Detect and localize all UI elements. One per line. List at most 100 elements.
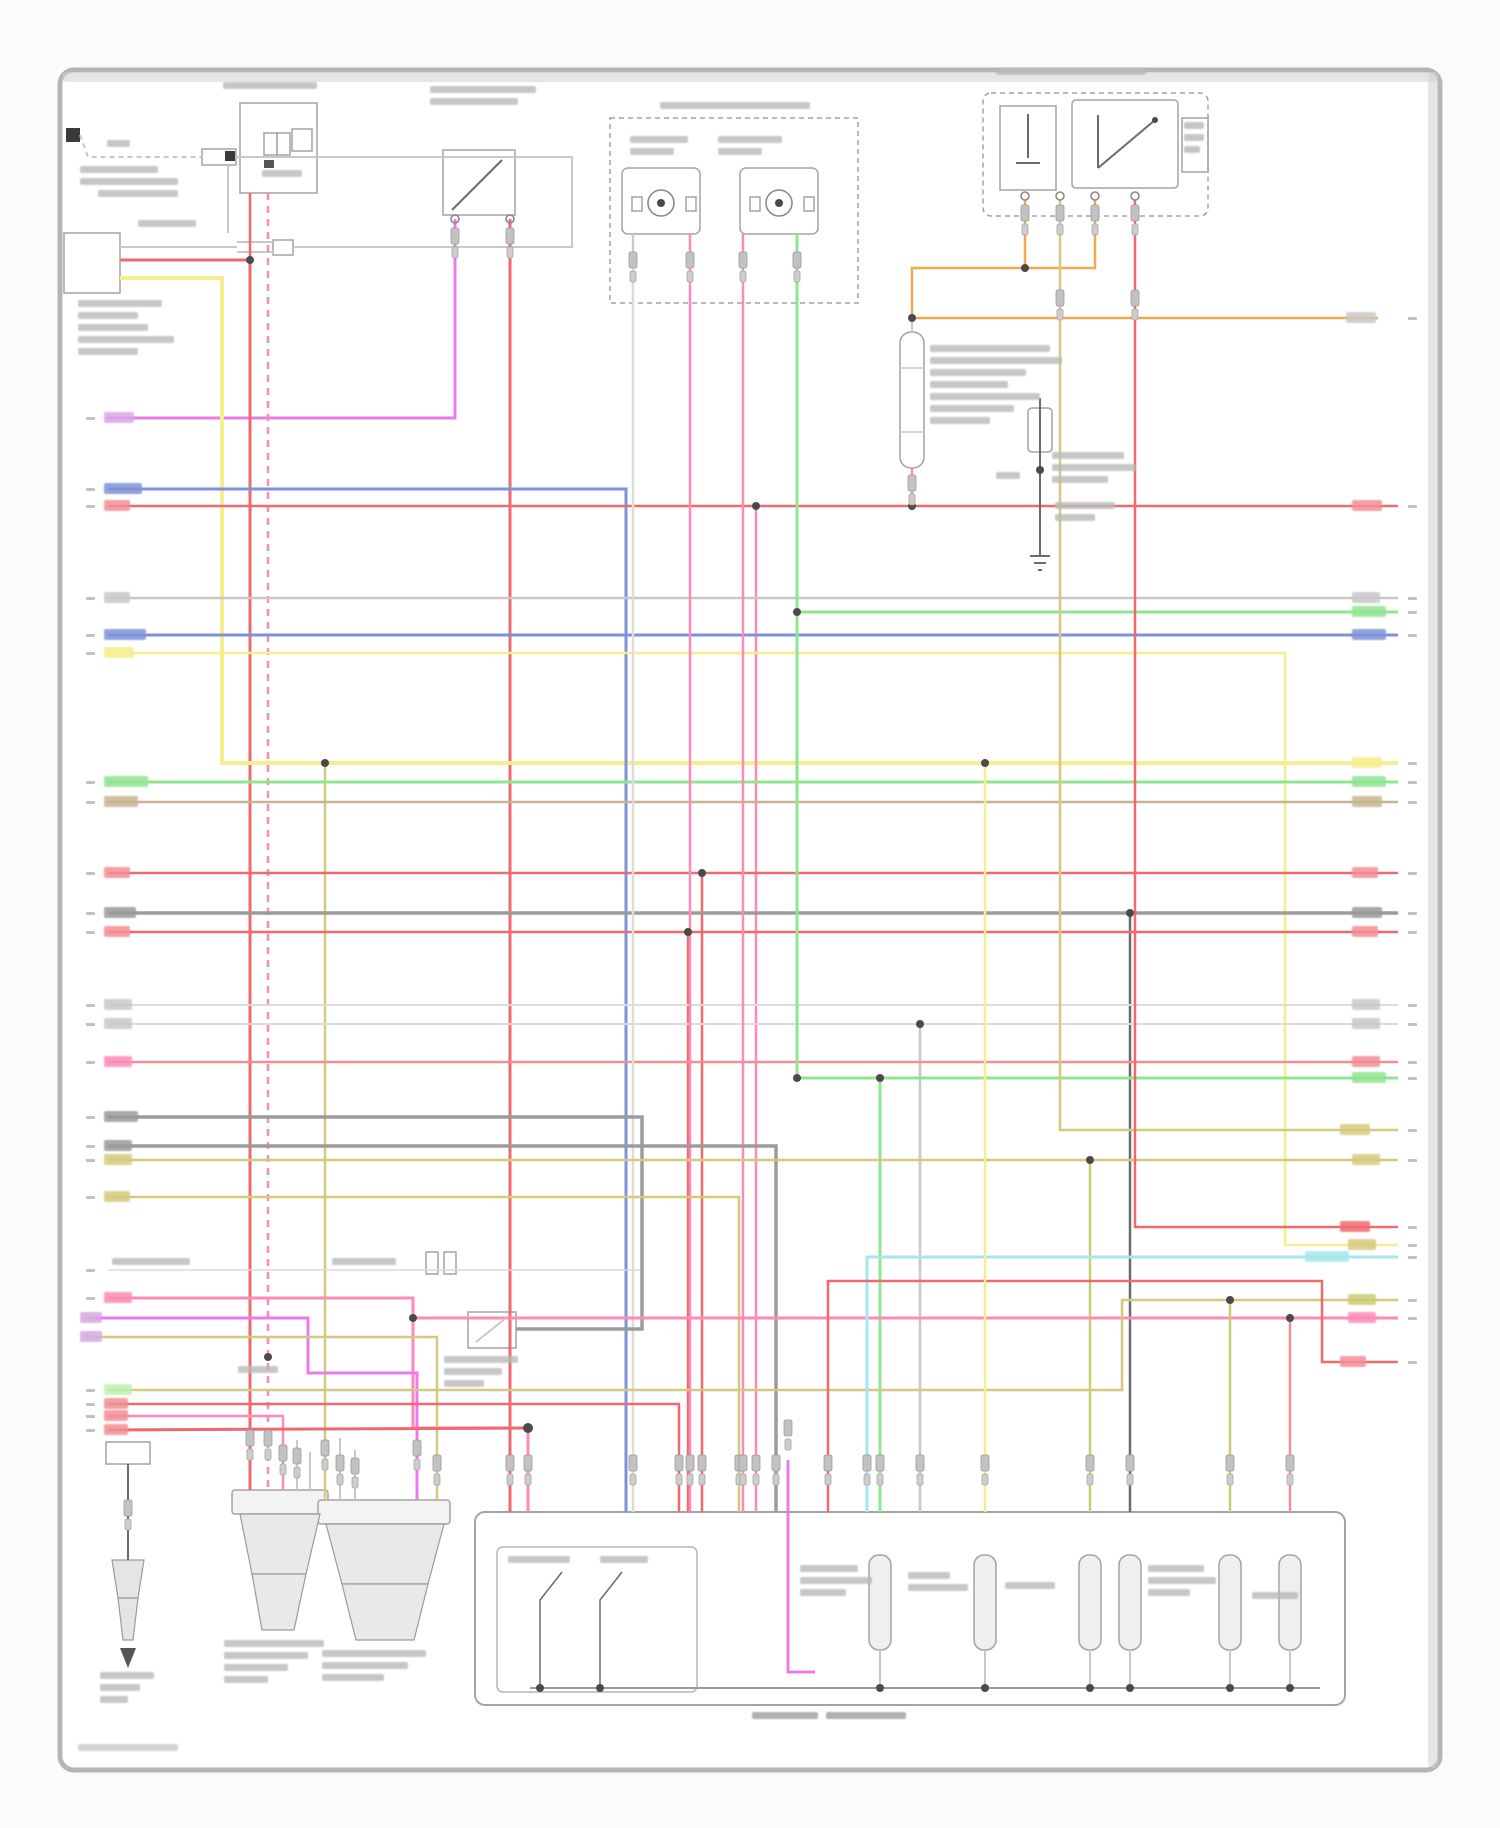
label-smudge — [100, 1672, 154, 1679]
left-edge-tick — [86, 1389, 95, 1392]
right-edge-tick — [1408, 505, 1417, 508]
component-box — [231, 1489, 329, 1515]
wire — [1025, 200, 1097, 270]
connector-body — [239, 1513, 321, 1575]
connector-pin — [1020, 204, 1030, 222]
left-edge-tick — [86, 1317, 95, 1320]
component-box — [1218, 1554, 1242, 1651]
left-edge-tick — [86, 1297, 95, 1300]
connector-pin — [336, 1473, 344, 1486]
junction-dot — [793, 608, 801, 616]
connector-pin — [1226, 1473, 1234, 1486]
right-edge-tick — [1408, 762, 1417, 765]
connector-pin — [505, 227, 515, 245]
connector-pin — [293, 1466, 301, 1479]
wire — [108, 1115, 644, 1331]
connector-pin — [862, 1454, 872, 1472]
left-edge-tick — [86, 1196, 95, 1199]
right-edge-tick — [1408, 317, 1417, 320]
left-edge-tick — [86, 1145, 95, 1148]
right-edge-tick — [1408, 931, 1417, 934]
connector-body — [251, 1573, 307, 1631]
connector-pin — [698, 1473, 706, 1486]
connector-pin — [246, 1448, 254, 1461]
wire — [865, 1255, 1398, 1512]
wire-color-label — [104, 1410, 128, 1421]
junction-dot — [1036, 466, 1044, 474]
component-box — [291, 128, 313, 152]
wire-color-label — [1352, 1056, 1380, 1067]
label-smudge — [600, 1556, 648, 1563]
junction-dot — [523, 1423, 533, 1433]
label-smudge — [107, 140, 130, 147]
label-smudge — [224, 1664, 288, 1671]
connector-pin — [321, 1458, 329, 1471]
connector-pin — [793, 270, 801, 283]
connector-pin — [863, 1473, 871, 1486]
label-smudge — [630, 148, 674, 155]
right-edge-tick — [1408, 912, 1417, 915]
connector-pin — [1225, 1454, 1235, 1472]
component-box — [474, 1511, 1346, 1706]
wire — [1058, 200, 1398, 1132]
wire-color-label — [104, 1191, 130, 1202]
wire-color-label — [104, 1018, 132, 1029]
component-box — [999, 105, 1057, 191]
label-smudge — [138, 220, 196, 227]
label-smudge — [322, 1650, 426, 1657]
component-box — [496, 1546, 698, 1693]
label-smudge — [78, 312, 138, 319]
right-edge-tick — [1408, 872, 1417, 875]
label-smudge — [930, 405, 1014, 412]
component-box — [685, 196, 697, 212]
wire-color-label — [1352, 999, 1380, 1010]
connector-pin — [433, 1473, 441, 1486]
label-smudge — [930, 357, 1062, 364]
component-box — [66, 128, 80, 142]
terminal-ring — [647, 189, 675, 217]
terminal-ring — [765, 189, 793, 217]
connector-pin — [506, 1473, 514, 1486]
wire — [910, 200, 1378, 320]
junction-dot — [908, 314, 916, 322]
wire-color-label — [1352, 776, 1386, 787]
left-edge-tick — [86, 872, 95, 875]
label-smudge — [930, 345, 1050, 352]
wire — [475, 1317, 507, 1343]
wire-color-label — [1340, 1124, 1370, 1135]
connector-pin — [1131, 308, 1139, 321]
wire-color-label — [104, 1111, 138, 1122]
junction-dot — [916, 1020, 924, 1028]
connector-pin — [824, 1473, 832, 1486]
right-edge-tick — [1408, 801, 1417, 804]
component-box — [868, 1554, 892, 1651]
label-smudge — [826, 1712, 906, 1719]
connector-pin — [432, 1454, 442, 1472]
connector-pin — [980, 1454, 990, 1472]
left-edge-tick — [86, 1023, 95, 1026]
label-smudge — [1052, 452, 1124, 459]
wire-color-label — [1348, 1294, 1376, 1305]
connector-pin — [1131, 223, 1139, 236]
label-smudge — [98, 190, 178, 197]
wire-color-label — [104, 647, 134, 658]
connector-pin — [335, 1454, 345, 1472]
connector-pin — [697, 1454, 707, 1472]
junction-dot — [596, 1684, 604, 1692]
connector-pin — [751, 1454, 761, 1472]
connector-pin — [686, 1473, 694, 1486]
right-edge-tick — [1408, 1004, 1417, 1007]
connector-pin — [771, 1454, 781, 1472]
label-smudge — [1148, 1589, 1190, 1596]
wire-color-label — [104, 1154, 132, 1165]
right-edge-tick — [1408, 1317, 1417, 1320]
connector-pin — [1086, 1473, 1094, 1486]
label-smudge — [930, 369, 1026, 376]
label-smudge — [1184, 134, 1204, 141]
connector-body — [120, 1648, 136, 1668]
label-smudge — [508, 1556, 570, 1563]
connector-pin — [686, 270, 694, 283]
left-edge-tick — [86, 488, 95, 491]
connector-pin — [279, 1463, 287, 1476]
label-smudge — [332, 1258, 396, 1265]
